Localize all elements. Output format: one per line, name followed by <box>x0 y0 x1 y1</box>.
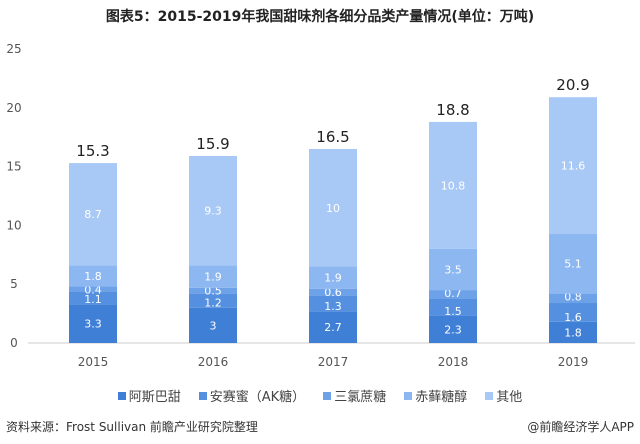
data-label: 1.9 <box>204 271 222 284</box>
data-label: 1.3 <box>324 300 342 313</box>
bar-segment <box>549 321 597 343</box>
data-label: 1.1 <box>84 293 102 306</box>
total-label: 16.5 <box>316 128 349 146</box>
total-label: 18.8 <box>436 101 469 119</box>
data-label: 0.6 <box>324 286 342 299</box>
x-tick-label: 2019 <box>558 355 589 369</box>
total-label: 15.3 <box>76 142 109 160</box>
data-label: 2.7 <box>324 321 342 334</box>
bar-segment <box>309 295 357 312</box>
bar-segment <box>309 311 357 343</box>
y-tick-label: 10 <box>6 218 21 232</box>
x-tick-label: 2015 <box>78 355 109 369</box>
data-label: 3 <box>210 319 217 332</box>
bar-segment <box>549 233 597 294</box>
bar-segment <box>189 287 237 294</box>
data-label: 8.7 <box>84 208 102 221</box>
bar-segment <box>189 156 237 266</box>
data-label: 11.6 <box>561 159 586 172</box>
bar-segment <box>189 265 237 288</box>
chart-title: 图表5：2015-2019年我国甜味剂各细分品类产量情况(单位：万吨) <box>105 9 535 25</box>
data-label: 3.5 <box>444 264 462 277</box>
bar-segment <box>429 290 477 299</box>
legend-item: 其他 <box>485 386 522 405</box>
legend-label: 其他 <box>496 390 523 405</box>
legend-item: 三氯蔗糖 <box>323 386 386 405</box>
bar-segment <box>309 148 357 267</box>
credit: @前瞻经济学人APP <box>527 420 634 434</box>
source-note: 资料来源：Frost Sullivan 前瞻产业研究院整理 <box>6 420 258 434</box>
y-tick-label: 20 <box>6 101 21 115</box>
bar-segment <box>429 298 477 316</box>
data-label: 1.9 <box>324 272 342 285</box>
bar-segment <box>69 163 117 266</box>
y-tick-label: 5 <box>10 277 18 291</box>
data-label: 3.3 <box>84 318 102 331</box>
bar-segment <box>69 304 117 343</box>
bar-segment <box>189 293 237 308</box>
legend-item: 赤藓糖醇 <box>404 386 467 405</box>
legend-label: 阿斯巴甜 <box>128 390 181 405</box>
y-tick-label: 25 <box>6 42 21 56</box>
y-tick-label: 0 <box>10 336 18 350</box>
data-label: 9.3 <box>204 205 222 218</box>
bar-segment <box>549 293 597 304</box>
x-tick-label: 2017 <box>318 355 349 369</box>
data-label: 10 <box>326 202 340 215</box>
data-label: 0.5 <box>204 285 222 298</box>
data-label: 5.1 <box>564 258 582 271</box>
bar-segment <box>429 315 477 343</box>
data-label: 0.4 <box>84 284 102 297</box>
data-label: 0.8 <box>564 291 582 304</box>
legend-swatch <box>404 391 413 400</box>
bar-segment <box>69 265 117 287</box>
bar-segment <box>429 248 477 291</box>
legend-swatch <box>485 391 494 400</box>
total-label: 20.9 <box>556 76 589 94</box>
data-label: 10.8 <box>441 179 466 192</box>
legend-swatch <box>117 391 126 400</box>
legend-swatch <box>198 391 207 400</box>
data-label: 1.8 <box>564 326 582 339</box>
bar-segment <box>189 307 237 343</box>
stacked-bar-chart: 05101520253.31.10.41.88.715.3201531.20.5… <box>6 42 635 369</box>
bar-segment <box>549 303 597 322</box>
data-label: 1.5 <box>444 305 462 318</box>
bar-segment <box>309 266 357 289</box>
data-label: 0.7 <box>444 287 462 300</box>
y-tick-label: 15 <box>6 160 21 174</box>
bar-segment <box>429 121 477 249</box>
bar-segment <box>309 288 357 296</box>
legend: 阿斯巴甜 安赛蜜（AK糖） 三氯蔗糖 赤藓糖醇 其他 <box>0 386 640 405</box>
data-label: 1.8 <box>84 270 102 283</box>
x-tick-label: 2018 <box>438 355 469 369</box>
bar-segment <box>549 97 597 234</box>
legend-label: 赤藓糖醇 <box>415 390 468 405</box>
legend-item: 阿斯巴甜 <box>117 386 181 405</box>
bar-segment <box>69 286 117 292</box>
legend-swatch <box>323 391 332 400</box>
legend-label: 安赛蜜（AK糖） <box>209 390 306 405</box>
bar-segment <box>69 291 117 305</box>
data-label: 2.3 <box>444 323 462 336</box>
x-tick-label: 2016 <box>198 355 229 369</box>
legend-item: 安赛蜜（AK糖） <box>198 386 306 405</box>
total-label: 15.9 <box>196 135 229 153</box>
data-label: 1.2 <box>204 297 222 310</box>
data-label: 1.6 <box>564 311 582 324</box>
legend-label: 三氯蔗糖 <box>334 390 387 405</box>
